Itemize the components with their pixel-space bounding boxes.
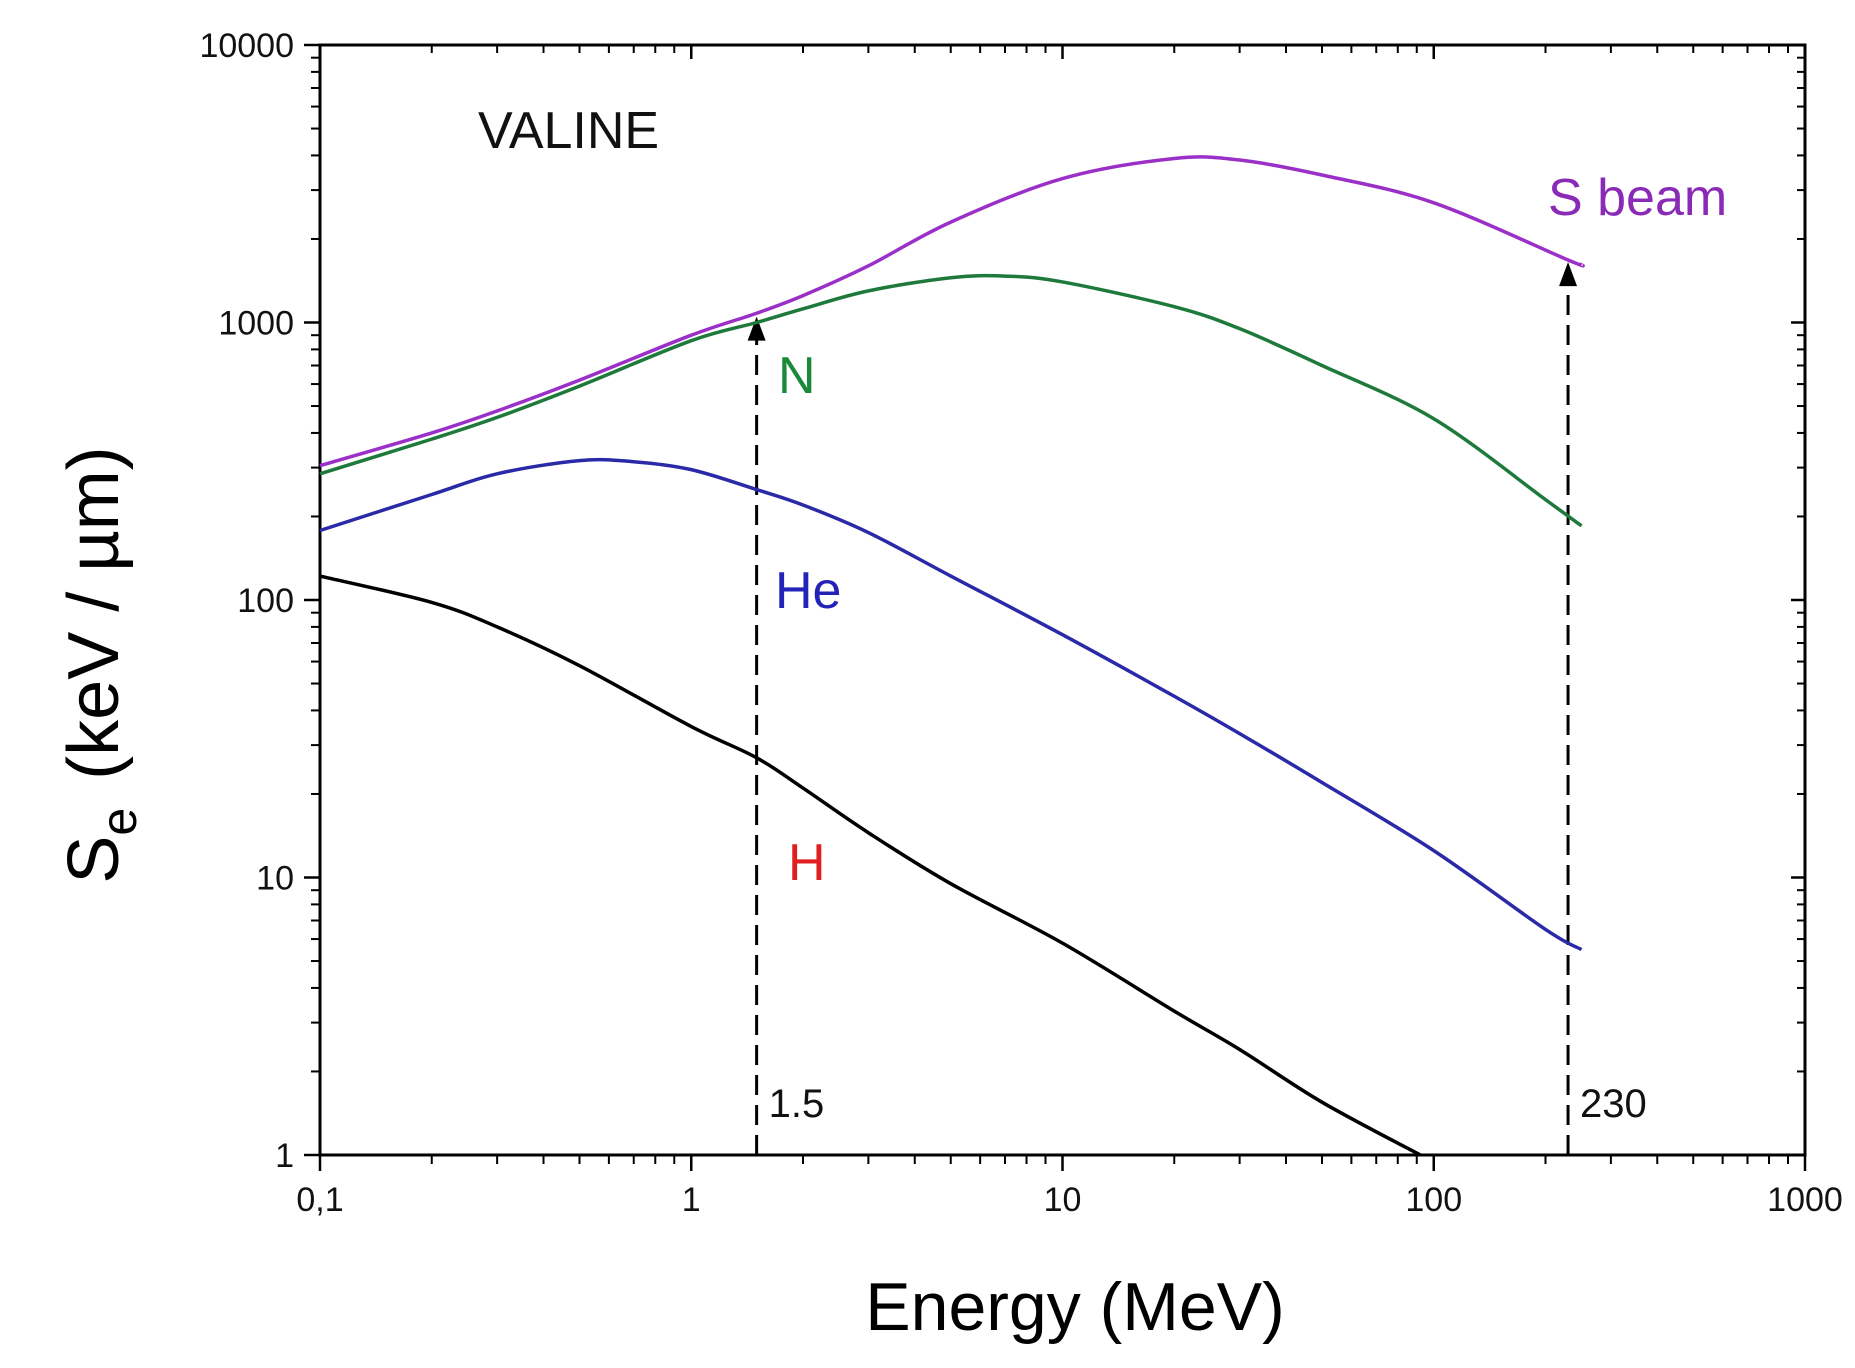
chart-title: VALINE (478, 102, 659, 160)
marker-label: 1.5 (769, 1082, 825, 1126)
energy-markers: 1.5 230 (747, 262, 1647, 1155)
marker-arrowhead (1559, 262, 1578, 287)
y-axis-ticks: 1 10 100 1000 10000 (199, 27, 1805, 1175)
series-labels: S beam N He H (775, 169, 1727, 892)
y-axis-title-symbol: S (54, 836, 134, 884)
x-tick-label: 1 (682, 1181, 701, 1219)
x-tick-label: 100 (1405, 1181, 1462, 1219)
series-line-s-beam (319, 155, 1585, 468)
series-lines (319, 155, 1585, 1157)
x-axis-ticks: 0,1 1 10 100 1000 (296, 45, 1843, 1219)
series-label-s-beam: S beam (1548, 169, 1727, 227)
series-line-n (319, 273, 1583, 528)
y-tick-label: 10000 (199, 27, 294, 65)
x-tick-label: 0,1 (296, 1181, 343, 1219)
y-axis-title: Se (keV / µm) (54, 446, 147, 883)
marker-label: 230 (1580, 1082, 1647, 1126)
x-tick-label: 1000 (1767, 1181, 1843, 1219)
y-tick-label: 1 (275, 1137, 294, 1175)
x-tick-label: 10 (1044, 1181, 1082, 1219)
series-label-he: He (775, 562, 841, 620)
y-tick-label: 100 (237, 582, 294, 620)
svg-text:Se(keV / µm): Se (keV / µm) (54, 446, 147, 883)
x-axis-title: Energy (MeV) (865, 1269, 1284, 1345)
series-line-he (319, 457, 1583, 952)
y-tick-label: 10 (256, 860, 294, 898)
marker-arrowhead (747, 316, 766, 341)
y-axis-title-subscript: e (91, 808, 147, 836)
y-axis-title-unit: (keV / µm) (54, 446, 134, 780)
series-label-h: H (788, 834, 826, 892)
y-tick-label: 1000 (218, 305, 294, 343)
series-label-n: N (778, 347, 816, 405)
series-line-h (319, 574, 1422, 1157)
